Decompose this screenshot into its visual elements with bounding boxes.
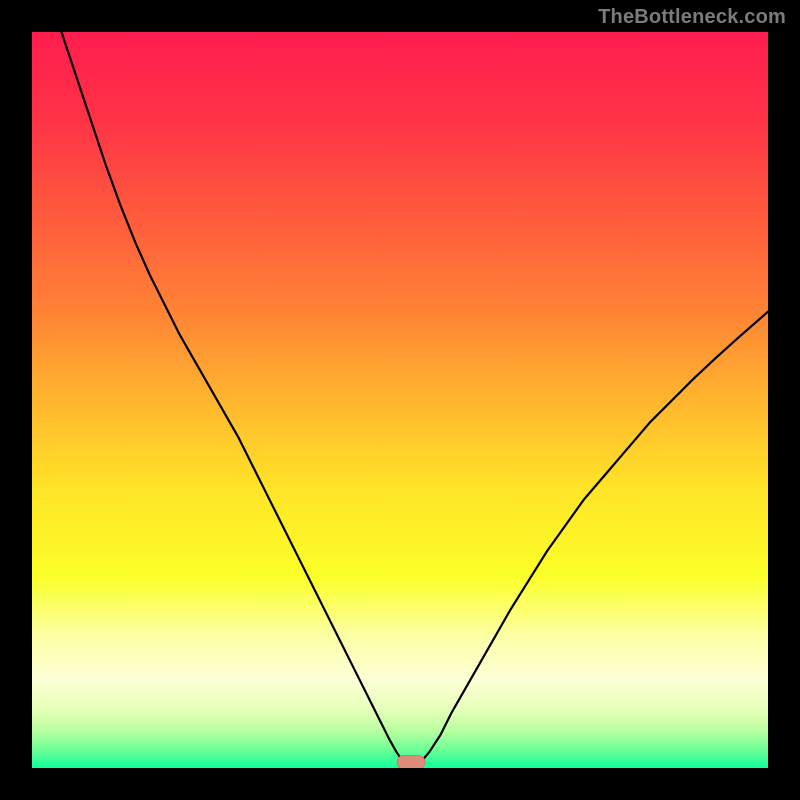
chart-frame: TheBottleneck.com (0, 0, 800, 800)
min-marker (397, 755, 425, 768)
plot-area (32, 32, 768, 768)
plot-svg (32, 32, 768, 768)
plot-background (32, 32, 768, 768)
watermark-text: TheBottleneck.com (598, 6, 786, 29)
